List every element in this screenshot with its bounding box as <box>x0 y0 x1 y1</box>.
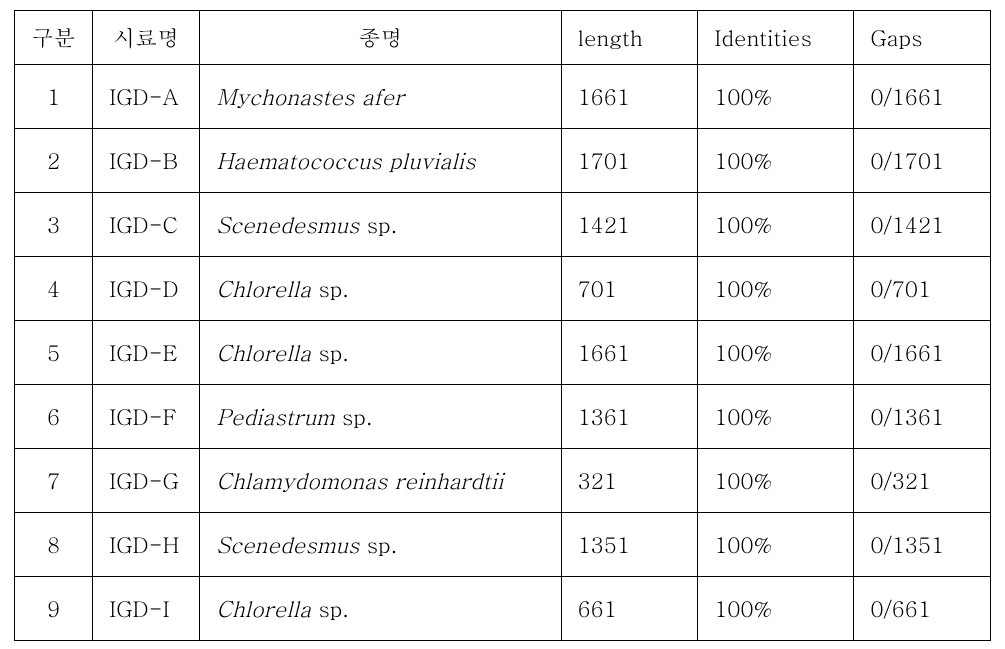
cell-identities: 100% <box>698 449 854 513</box>
cell-length: 1351 <box>561 513 698 577</box>
cell-sample: IGD-D <box>93 257 200 321</box>
cell-sample: IGD-F <box>93 385 200 449</box>
cell-identities: 100% <box>698 193 854 257</box>
cell-sample: IGD-E <box>93 321 200 385</box>
cell-identities: 100% <box>698 321 854 385</box>
cell-length: 1661 <box>561 321 698 385</box>
table-row: 4IGD-DChlorella sp.701100%0/701 <box>15 257 991 321</box>
cell-sample: IGD-G <box>93 449 200 513</box>
table-header-row: 구분 시료명 종명 length Identities Gaps <box>15 11 991 65</box>
species-genus: Scenedesmus <box>216 529 359 560</box>
cell-gaps: 0/1351 <box>854 513 991 577</box>
cell-gaps: 0/1701 <box>854 129 991 193</box>
cell-identities: 100% <box>698 513 854 577</box>
species-genus: Chlorella <box>216 337 311 368</box>
cell-species: Pediastrum sp. <box>200 385 561 449</box>
table-row: 9IGD-IChlorella sp.661100%0/661 <box>15 577 991 641</box>
cell-species: Chlorella sp. <box>200 577 561 641</box>
cell-sample: IGD-B <box>93 129 200 193</box>
cell-identities: 100% <box>698 385 854 449</box>
cell-num: 8 <box>15 513 93 577</box>
cell-species: Scenedesmus sp. <box>200 513 561 577</box>
cell-sample: IGD-C <box>93 193 200 257</box>
cell-length: 701 <box>561 257 698 321</box>
cell-num: 6 <box>15 385 93 449</box>
cell-species: Chlorella sp. <box>200 321 561 385</box>
cell-num: 3 <box>15 193 93 257</box>
species-genus: Chlorella <box>216 273 311 304</box>
cell-length: 1361 <box>561 385 698 449</box>
species-sp: sp. <box>318 593 349 624</box>
species-sp: sp. <box>318 273 349 304</box>
cell-num: 2 <box>15 129 93 193</box>
cell-gaps: 0/1661 <box>854 65 991 129</box>
cell-species: Haematococcus pluvialis <box>200 129 561 193</box>
table-row: 2IGD-BHaematococcus pluvialis1701100%0/1… <box>15 129 991 193</box>
table-row: 7IGD-GChlamydomonas reinhardtii321100%0/… <box>15 449 991 513</box>
cell-gaps: 0/661 <box>854 577 991 641</box>
table-row: 8IGD-HScenedesmus sp.1351100%0/1351 <box>15 513 991 577</box>
cell-species: Mychonastes afer <box>200 65 561 129</box>
cell-num: 9 <box>15 577 93 641</box>
cell-sample: IGD-H <box>93 513 200 577</box>
col-header-num: 구분 <box>15 11 93 65</box>
cell-identities: 100% <box>698 65 854 129</box>
cell-sample: IGD-I <box>93 577 200 641</box>
cell-sample: IGD-A <box>93 65 200 129</box>
col-header-identities: Identities <box>698 11 854 65</box>
species-genus: Chlamydomonas <box>216 465 387 496</box>
table-row: 6IGD-FPediastrum sp.1361100%0/1361 <box>15 385 991 449</box>
cell-num: 5 <box>15 321 93 385</box>
species-genus: Scenedesmus <box>216 209 359 240</box>
cell-gaps: 0/701 <box>854 257 991 321</box>
species-genus: Mychonastes <box>216 81 354 112</box>
cell-gaps: 0/321 <box>854 449 991 513</box>
cell-length: 321 <box>561 449 698 513</box>
cell-num: 4 <box>15 257 93 321</box>
cell-identities: 100% <box>698 257 854 321</box>
cell-species: Scenedesmus sp. <box>200 193 561 257</box>
cell-species: Chlorella sp. <box>200 257 561 321</box>
cell-gaps: 0/1661 <box>854 321 991 385</box>
species-sp: sp. <box>367 209 398 240</box>
cell-num: 1 <box>15 65 93 129</box>
species-genus: Pediastrum <box>216 401 334 432</box>
species-genus: Haematococcus <box>216 145 381 176</box>
species-epithet: pluvialis <box>389 145 476 176</box>
cell-length: 661 <box>561 577 698 641</box>
cell-num: 7 <box>15 449 93 513</box>
cell-species: Chlamydomonas reinhardtii <box>200 449 561 513</box>
col-header-length: length <box>561 11 698 65</box>
cell-identities: 100% <box>698 577 854 641</box>
species-sp: sp. <box>367 529 398 560</box>
table-row: 1IGD-AMychonastes afer1661100%0/1661 <box>15 65 991 129</box>
cell-gaps: 0/1361 <box>854 385 991 449</box>
table-body: 1IGD-AMychonastes afer1661100%0/16612IGD… <box>15 65 991 641</box>
species-sp: sp. <box>342 401 373 432</box>
table-row: 5IGD-EChlorella sp.1661100%0/1661 <box>15 321 991 385</box>
species-epithet: reinhardtii <box>395 465 504 496</box>
col-header-species: 종명 <box>200 11 561 65</box>
table-row: 3IGD-CScenedesmus sp.1421100%0/1421 <box>15 193 991 257</box>
col-header-sample: 시료명 <box>93 11 200 65</box>
cell-length: 1661 <box>561 65 698 129</box>
cell-identities: 100% <box>698 129 854 193</box>
species-epithet: afer <box>362 81 404 112</box>
species-sp: sp. <box>318 337 349 368</box>
species-table: 구분 시료명 종명 length Identities Gaps 1IGD-AM… <box>14 10 991 641</box>
cell-length: 1701 <box>561 129 698 193</box>
col-header-gaps: Gaps <box>854 11 991 65</box>
cell-gaps: 0/1421 <box>854 193 991 257</box>
cell-length: 1421 <box>561 193 698 257</box>
species-genus: Chlorella <box>216 593 311 624</box>
